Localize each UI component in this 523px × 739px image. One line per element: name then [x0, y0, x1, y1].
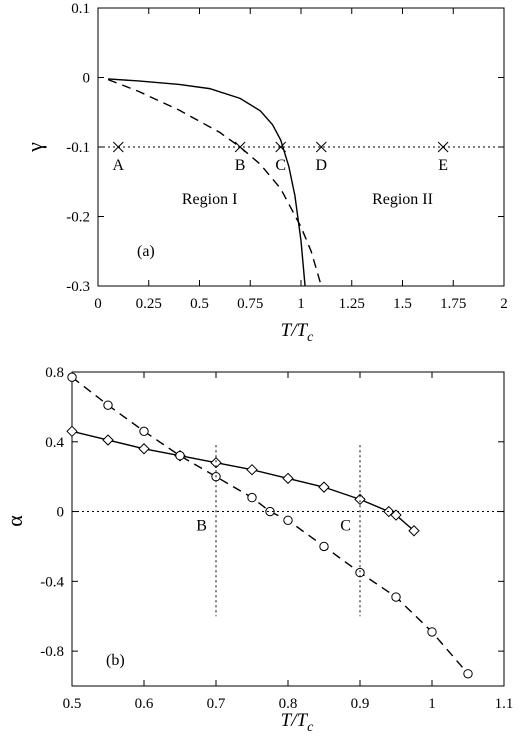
panel-a-x-tick-labels: 0 0.25 0.5 0.75 1 1.25 1.5 1.75 2	[94, 296, 508, 312]
panel-b-circle-marker	[427, 627, 437, 637]
panel-b-y-tick-label: 0.8	[45, 365, 64, 381]
panel-a-point-label: C	[275, 157, 286, 174]
panel-a-point-label: E	[438, 157, 448, 174]
panel-a-y-tick-label: -0.2	[66, 210, 90, 226]
panel-a-x-tick-label: 2	[500, 296, 508, 312]
panel-b-diamond-marker	[282, 472, 294, 485]
panel-a-y-axis-label: γ	[22, 142, 47, 153]
panel-b-point-label: C	[340, 518, 351, 535]
panel-a-chart: 0 0.25 0.5 0.75 1 1.25 1.5 1.75 2 0.1 0 -0.1 -0.2 -0…	[22, 1, 508, 345]
panel-b-circle-marker	[247, 492, 257, 503]
panel-b-plot-frame	[71, 371, 505, 687]
panel-b-x-tick-label: 0.6	[135, 696, 154, 712]
panel-b-x-axis-label-main: T/T	[281, 710, 309, 731]
panel-b-ticks	[71, 371, 505, 686]
panel-b-y-tick-label: 0	[57, 505, 65, 521]
panel-b-x-tick-label: 0.5	[63, 696, 82, 712]
panel-a-cross-marker	[234, 141, 246, 153]
panel-b-diamond-marker	[390, 509, 402, 521]
panel-a-x-axis-label: T/Tc	[281, 320, 314, 345]
panel-b-x-tick-label: 0.7	[207, 696, 226, 712]
panel-a-annotations: Region I Region II	[182, 191, 433, 208]
panel-b-x-axis-label: T/Tc	[281, 710, 314, 735]
panel-a-x-tick-label: 1.5	[393, 296, 412, 312]
panel-a-cross-marker	[112, 141, 124, 153]
panel-b-x-tick-labels: 0.5 0.6 0.7 0.8 0.9 1 1.1	[63, 696, 514, 712]
panel-a-x-tick-label: 1.25	[339, 296, 365, 312]
panel-b-x-tick-label: 1.1	[495, 696, 514, 712]
panel-b-diamond-marker	[66, 425, 78, 438]
panel-b-circle-marker	[139, 426, 149, 437]
panel-a-label: (a)	[137, 243, 155, 260]
panel-b-y-tick-label: -0.4	[40, 574, 64, 590]
panel-a-cross-marker	[275, 141, 287, 153]
panel-b-circle-marker	[67, 372, 77, 382]
panel-b-diamond-marker	[210, 457, 222, 469]
panel-b-diamond-marker	[246, 463, 258, 476]
panel-b-x-tick-label: 0.8	[279, 696, 298, 712]
panel-a-region-annotation: Region II	[372, 191, 433, 208]
panel-a-x-tick-label: 0.75	[237, 296, 263, 312]
panel-b-circle-marker	[103, 400, 113, 410]
panel-a-y-tick-label: -0.3	[66, 279, 90, 295]
panel-b-x-tick-label: 1	[428, 696, 436, 712]
panel-a-cross-marker	[437, 141, 449, 153]
panel-a-x-axis-label-main: T/T	[281, 320, 309, 341]
panel-a-point-labels: A B C D E	[113, 157, 448, 174]
panel-a-series-solid-line	[108, 78, 306, 287]
panel-a-point-label: B	[235, 157, 246, 174]
panel-a-x-tick-label: 1	[297, 296, 305, 312]
panel-a-cross-marker	[315, 141, 327, 153]
panel-b-circle-marker	[175, 451, 185, 461]
panel-a-x-axis-label-sub: c	[307, 330, 314, 345]
panel-a-series	[98, 78, 504, 287]
panel-a-point-label: A	[113, 157, 125, 174]
panel-b-circle-marker	[463, 669, 473, 679]
panel-b-label: (b)	[106, 652, 125, 669]
panel-a-y-tick-label: 0.1	[71, 1, 90, 17]
panel-a-region-annotation: Region I	[182, 191, 238, 208]
panel-b-y-axis-label: α	[2, 515, 27, 527]
panel-b-circle-marker	[319, 541, 329, 552]
panel-b-point-label: B	[196, 518, 207, 535]
panel-a-point-label: D	[316, 157, 328, 174]
panel-a-x-tick-label: 0.5	[190, 296, 209, 312]
panel-b-series-solid-line	[71, 430, 415, 532]
panel-b-diamond-marker	[318, 481, 330, 493]
panel-a-x-tick-label: 0	[94, 296, 102, 312]
panel-a-y-tick-labels: 0.1 0 -0.1 -0.2 -0.3	[66, 1, 90, 295]
panel-b-x-axis-label-sub: c	[307, 720, 314, 735]
panel-b-y-tick-label: -0.8	[40, 644, 64, 660]
panel-b-circle-marker	[283, 515, 293, 525]
panel-b-diamond-marker	[102, 434, 114, 446]
panel-a-series-dashed-line	[107, 78, 322, 287]
panel-b-x-tick-label: 0.9	[351, 696, 370, 712]
panel-a-x-tick-label: 0.25	[136, 296, 162, 312]
panel-b-diamond-marker	[354, 493, 366, 506]
panel-a-x-tick-label: 1.75	[440, 296, 466, 312]
panel-a-y-tick-label: 0	[83, 71, 91, 87]
panel-b-y-tick-label: 0.4	[45, 435, 64, 451]
panel-b-circle-marker	[391, 592, 401, 602]
panel-b-circle-marker	[265, 506, 275, 517]
panel-a-y-tick-label: -0.1	[66, 140, 90, 156]
panel-b-series	[66, 372, 504, 679]
panel-b-diamond-marker	[408, 525, 420, 537]
panel-b-diamond-marker	[138, 443, 150, 455]
panel-b-y-tick-labels: 0.8 0.4 0 -0.4 -0.8	[40, 365, 64, 660]
